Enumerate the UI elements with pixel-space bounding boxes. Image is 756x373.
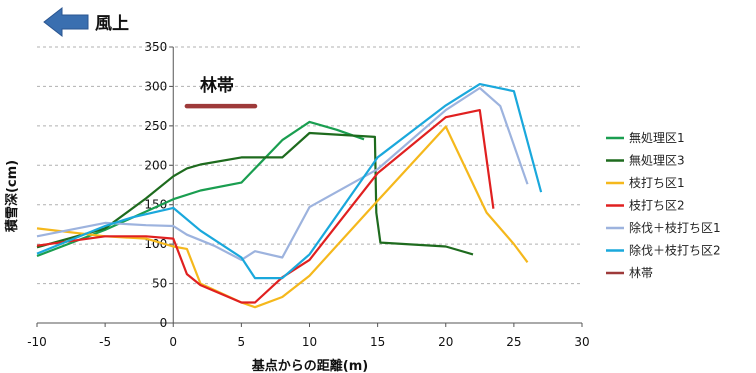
y-tick-label: 350 [144, 40, 167, 54]
series-line-6 [36, 82, 543, 280]
x-tick-label: 10 [302, 335, 317, 349]
y-tick-label: 50 [152, 277, 167, 291]
legend-label: 林帯 [629, 266, 653, 280]
x-axis-title: 基点からの距離(m) [251, 358, 368, 373]
x-tick-label: 25 [506, 335, 521, 349]
x-tick-label: 15 [370, 335, 385, 349]
wind-indicator: 風上 [43, 6, 129, 38]
series-line-4 [36, 108, 495, 304]
legend-label: 除伐＋枝打ち区1 [629, 220, 721, 235]
y-tick-label: 300 [144, 79, 167, 93]
series-line-2 [36, 131, 474, 256]
x-tick-label: 5 [238, 335, 246, 349]
x-tick-label: 0 [169, 335, 177, 349]
legend-label: 除伐＋枝打ち区2 [629, 243, 721, 258]
y-tick-label: 250 [144, 119, 167, 133]
gridlines [37, 46, 582, 285]
legend-label: 無処理区3 [629, 153, 685, 168]
legend-label: 無処理区1 [629, 130, 685, 145]
y-tick-label: 200 [144, 158, 167, 172]
y-axis-title: 積雪深(cm) [4, 160, 20, 233]
series-line-3 [36, 125, 529, 309]
series-lines [36, 82, 543, 309]
x-tick-label: 20 [438, 335, 453, 349]
x-tick-label: -5 [99, 335, 111, 349]
y-tick-label: 150 [144, 198, 167, 212]
legend-label: 枝打ち区2 [629, 198, 685, 213]
legend-label: 枝打ち区1 [629, 175, 685, 190]
x-tick-label: -10 [27, 335, 47, 349]
forest-label: 林帯 [200, 75, 234, 96]
series-line-5 [36, 86, 529, 261]
legend: 無処理区1 無処理区3 枝打ち区1 枝打ち区2 除伐＋枝打ち区1 除伐＋枝打ち区2 林帯 [606, 130, 721, 280]
x-tick-label: 30 [574, 335, 589, 349]
wind-direction-arrow-icon [43, 6, 89, 38]
y-tick-label: 0 [160, 316, 168, 330]
axes [36, 46, 583, 327]
x-tick-labels: -10 -5 0 5 10 15 20 25 30 [27, 335, 589, 349]
series-line-1 [36, 120, 365, 258]
wind-label: 風上 [95, 14, 129, 34]
